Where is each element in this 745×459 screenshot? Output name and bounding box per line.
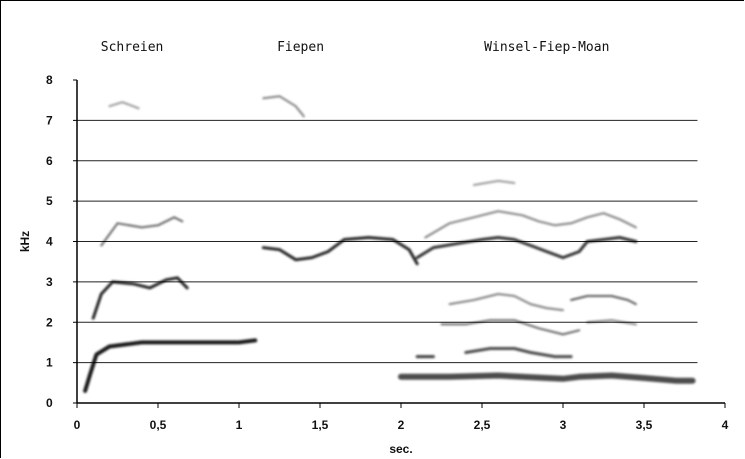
x-tick-label: 0 — [74, 418, 81, 432]
spectral-trace-11 — [570, 295, 637, 306]
y-tick-label: 5 — [46, 194, 53, 208]
x-tick-label: 2 — [398, 418, 405, 432]
y-tick-label: 6 — [46, 154, 53, 168]
y-tick-label: 2 — [46, 315, 53, 329]
spectral-trace-4 — [108, 101, 140, 110]
spectral-trace-10 — [448, 293, 564, 312]
spectral-trace-5 — [262, 95, 305, 118]
spectral-trace-13 — [586, 319, 637, 326]
y-tick-label: 3 — [46, 275, 53, 289]
y-tick-label: 0 — [46, 396, 53, 410]
x-tick-label: 3,5 — [636, 418, 653, 432]
section-label: Schreien — [101, 40, 164, 55]
section-label: Winsel-Fiep-Moan — [484, 40, 609, 55]
x-tick-label: 4 — [722, 418, 729, 432]
spectral-trace-15 — [464, 347, 573, 359]
y-tick-label: 4 — [46, 235, 53, 249]
x-tick-label: 3 — [560, 418, 567, 432]
x-tick-label: 1 — [236, 418, 243, 432]
spectral-trace-16 — [398, 372, 696, 384]
y-tick-label: 1 — [46, 356, 53, 370]
spectral-trace-2 — [91, 276, 189, 320]
spectral-trace-8 — [424, 210, 637, 239]
spectral-trace-7 — [415, 236, 638, 260]
y-tick-label: 7 — [46, 113, 53, 127]
x-tick-label: 0,5 — [150, 418, 167, 432]
y-axis-label: kHz — [18, 231, 32, 252]
spectral-trace-3 — [100, 216, 184, 247]
x-axis-label: sec. — [389, 442, 412, 456]
section-label: Fiepen — [277, 40, 324, 55]
x-tick-label: 1,5 — [312, 418, 329, 432]
spectral-trace-9 — [472, 179, 516, 186]
spectral-trace-12 — [440, 319, 581, 336]
y-tick-label: 8 — [46, 73, 53, 87]
x-tick-label: 2,5 — [474, 418, 491, 432]
spectral-trace-1 — [83, 338, 258, 393]
spectral-trace-6 — [261, 236, 419, 266]
